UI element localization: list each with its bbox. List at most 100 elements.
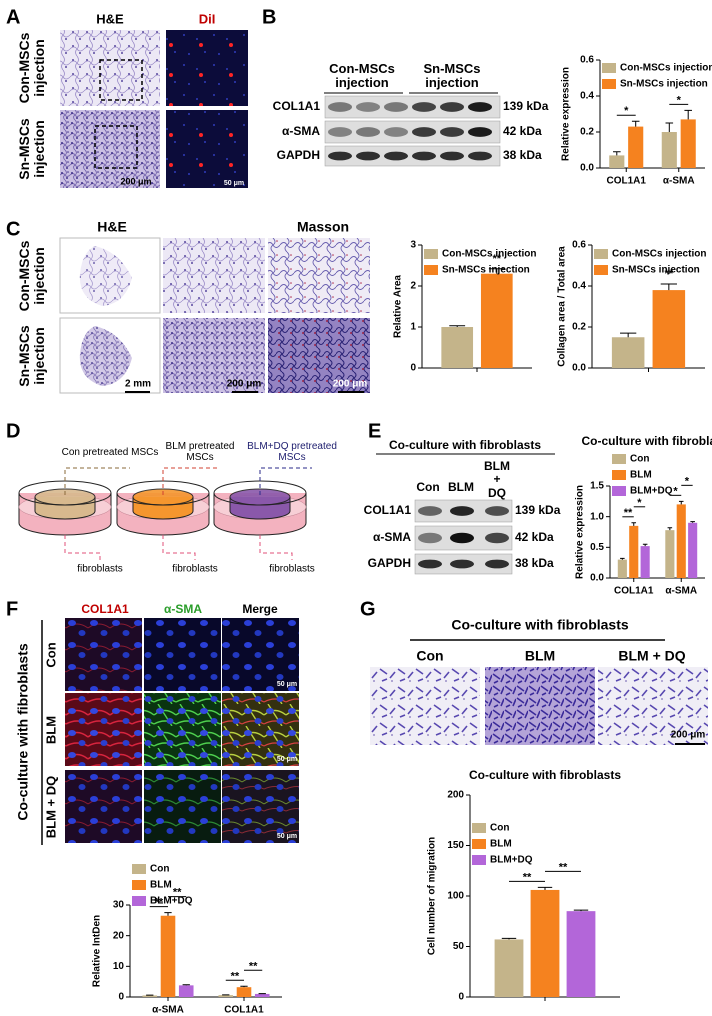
y-tick-label: 0.4 xyxy=(572,281,586,292)
legend-label: Con-MSCs injection xyxy=(442,249,536,260)
error-bar xyxy=(613,151,621,156)
error-bar xyxy=(690,521,695,523)
band-name: α-SMA xyxy=(373,530,411,544)
blot-band xyxy=(485,532,509,544)
fluorescence-image xyxy=(166,30,248,106)
significance-label: ** xyxy=(173,887,182,899)
x-tick-label: α-SMA xyxy=(152,1005,184,1016)
scale-bar-label: 50 μm xyxy=(224,180,244,187)
blot-band xyxy=(450,532,474,544)
column-header: H&E xyxy=(97,219,127,235)
error-bar xyxy=(620,332,637,338)
significance-label: ** xyxy=(523,871,532,883)
column-header: Masson xyxy=(297,219,349,235)
bar xyxy=(254,993,270,997)
y-axis-label: Relative expression xyxy=(561,67,572,161)
column-header: BLM xyxy=(525,648,555,664)
y-tick-label: 10 xyxy=(113,961,125,972)
cell-label: fibroblasts xyxy=(77,564,123,575)
band-name: COL1A1 xyxy=(273,99,321,113)
blot-band xyxy=(418,506,442,516)
x-tick-label: COL1A1 xyxy=(224,1005,264,1016)
well-label: Con pretreated MSCs xyxy=(61,446,159,458)
panel-letter: E xyxy=(368,420,381,442)
label-box: Con-MSCs injection xyxy=(16,241,47,312)
group-label: Con-MSCs injection xyxy=(329,60,395,90)
blot-band xyxy=(412,151,436,161)
chart-title: Co-culture with fibroblasts xyxy=(581,434,712,448)
row-label: Sn-MSCs injection xyxy=(15,325,47,387)
panel-letter: C xyxy=(6,218,20,240)
scale-bar-label: 50 μm xyxy=(277,756,297,763)
bar xyxy=(665,530,675,578)
legend-label: Con-MSCs injection xyxy=(612,249,706,260)
cell-label: fibroblasts xyxy=(269,564,315,575)
connector xyxy=(259,467,312,495)
error-bar xyxy=(631,522,637,526)
bar xyxy=(688,522,698,578)
blot-band xyxy=(328,127,352,137)
error-bar xyxy=(449,325,466,327)
legend-swatch xyxy=(594,249,608,259)
significance-label: ** xyxy=(155,897,164,909)
label-box: BLM pretreated MSCs xyxy=(166,441,235,463)
zoom-box xyxy=(99,59,143,101)
y-tick-label: 0 xyxy=(458,992,464,1003)
histology-image xyxy=(268,318,370,393)
error-bar xyxy=(665,122,674,132)
bar xyxy=(480,273,513,368)
bar xyxy=(178,985,194,997)
legend-label: Con xyxy=(490,823,509,834)
error-bar xyxy=(501,937,517,940)
blot-band xyxy=(412,127,436,137)
fluorescence-image xyxy=(65,618,142,691)
band-name: α-SMA xyxy=(282,124,320,138)
significance-label: * xyxy=(624,105,629,117)
column-header: H&E xyxy=(96,11,124,26)
scale-bar-label: 200 μm xyxy=(120,176,151,186)
cell-label: fibroblasts xyxy=(172,564,218,575)
bar xyxy=(617,559,627,578)
blot-band xyxy=(468,151,492,161)
blot-band xyxy=(485,559,509,569)
band-size: 139 kDa xyxy=(515,503,561,517)
error-bar xyxy=(164,912,172,916)
band-size: 139 kDa xyxy=(503,99,549,113)
bar xyxy=(441,327,474,368)
panel-letter: B xyxy=(262,6,276,28)
significance-label: ** xyxy=(249,960,258,972)
fluorescence-image xyxy=(166,110,248,188)
y-axis-label: Relative IntDen xyxy=(92,915,103,987)
y-tick-label: 0.2 xyxy=(580,127,594,138)
legend-label: Con-MSCs injection xyxy=(620,63,712,74)
blot-band xyxy=(356,151,380,161)
column-header: Merge xyxy=(242,602,278,616)
x-tick-label: COL1A1 xyxy=(614,586,654,597)
label-box: Sn-MSCs injection xyxy=(423,61,480,90)
legend-label: BLM xyxy=(630,470,652,481)
significance-label: ** xyxy=(493,253,502,265)
histology-image xyxy=(60,110,160,188)
label-box: Con-MSCs injection xyxy=(16,33,47,104)
legend-label: Con xyxy=(630,454,649,465)
y-tick-label: 1.0 xyxy=(590,511,604,522)
fluorescence-image xyxy=(65,693,142,766)
bar xyxy=(160,915,176,997)
column-header: α-SMA xyxy=(164,602,202,616)
legend-label: BLM+DQ xyxy=(150,896,193,907)
y-axis-label: Relative expression xyxy=(575,485,586,579)
panel-letter: D xyxy=(6,420,20,442)
migration-image xyxy=(370,667,480,745)
connector xyxy=(259,535,293,560)
connector xyxy=(64,467,130,495)
legend-swatch xyxy=(594,265,608,275)
column-header: BLM + DQ xyxy=(618,648,685,664)
y-tick-label: 30 xyxy=(113,900,125,911)
legend-swatch xyxy=(612,454,626,464)
legend-label: BLM+DQ xyxy=(490,855,533,866)
blot-band xyxy=(450,506,474,516)
y-tick-label: 1 xyxy=(410,322,416,333)
error-bar xyxy=(660,283,677,291)
bar xyxy=(661,132,677,168)
